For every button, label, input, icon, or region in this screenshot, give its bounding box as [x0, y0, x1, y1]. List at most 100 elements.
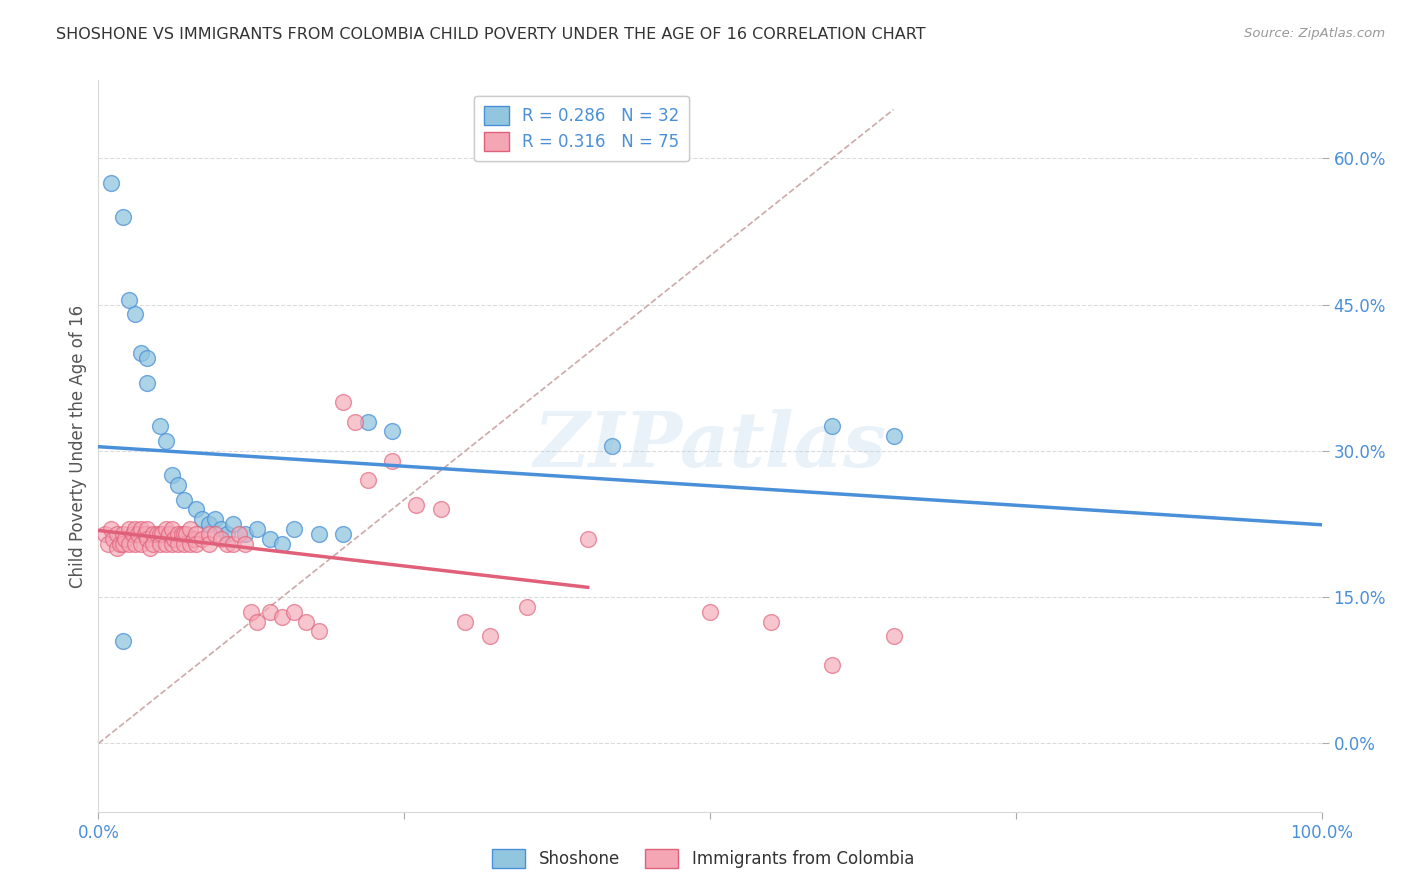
Point	[191, 512, 214, 526]
Point	[173, 492, 195, 507]
Point	[515, 599, 537, 614]
Point	[204, 526, 226, 541]
Point	[204, 512, 226, 526]
Point	[149, 526, 172, 541]
Point	[699, 605, 721, 619]
Point	[308, 624, 330, 639]
Point	[139, 541, 162, 556]
Point	[118, 536, 141, 550]
Point	[170, 526, 193, 541]
Point	[821, 419, 844, 434]
Point	[197, 526, 219, 541]
Point	[381, 453, 404, 467]
Point	[157, 526, 180, 541]
Point	[821, 658, 844, 673]
Point	[118, 522, 141, 536]
Point	[240, 605, 263, 619]
Point	[97, 536, 120, 550]
Point	[118, 293, 141, 307]
Point	[356, 473, 378, 487]
Point	[183, 532, 205, 546]
Point	[160, 468, 183, 483]
Point	[344, 415, 367, 429]
Point	[176, 526, 198, 541]
Point	[129, 522, 152, 536]
Point	[129, 346, 152, 360]
Point	[454, 615, 477, 629]
Point	[124, 536, 146, 550]
Point	[259, 605, 281, 619]
Point	[883, 629, 905, 643]
Point	[173, 526, 195, 541]
Point	[155, 536, 177, 550]
Point	[332, 526, 354, 541]
Point	[186, 502, 208, 516]
Point	[209, 522, 232, 536]
Point	[114, 532, 136, 546]
Point	[129, 536, 152, 550]
Point	[160, 536, 183, 550]
Point	[283, 605, 305, 619]
Text: ZIPatlas: ZIPatlas	[533, 409, 887, 483]
Point	[134, 526, 156, 541]
Point	[100, 522, 122, 536]
Text: SHOSHONE VS IMMIGRANTS FROM COLOMBIA CHILD POVERTY UNDER THE AGE OF 16 CORRELATI: SHOSHONE VS IMMIGRANTS FROM COLOMBIA CHI…	[56, 27, 927, 42]
Point	[883, 429, 905, 443]
Point	[111, 210, 134, 224]
Point	[111, 526, 134, 541]
Point	[283, 522, 305, 536]
Point	[186, 536, 208, 550]
Point	[600, 439, 623, 453]
Point	[142, 536, 165, 550]
Point	[136, 522, 159, 536]
Point	[121, 526, 143, 541]
Point	[93, 526, 115, 541]
Point	[124, 307, 146, 321]
Point	[308, 526, 330, 541]
Point	[149, 419, 172, 434]
Point	[430, 502, 453, 516]
Point	[101, 532, 124, 546]
Legend: Shoshone, Immigrants from Colombia: Shoshone, Immigrants from Colombia	[485, 842, 921, 875]
Point	[270, 536, 294, 550]
Point	[259, 532, 281, 546]
Point	[761, 615, 783, 629]
Point	[222, 536, 245, 550]
Point	[163, 532, 186, 546]
Point	[197, 536, 219, 550]
Point	[110, 536, 132, 550]
Point	[215, 536, 238, 550]
Point	[246, 522, 269, 536]
Point	[136, 532, 159, 546]
Point	[209, 532, 232, 546]
Point	[186, 526, 208, 541]
Point	[576, 532, 599, 546]
Point	[356, 415, 378, 429]
Point	[136, 351, 159, 366]
Point	[233, 536, 256, 550]
Point	[197, 516, 219, 531]
Point	[167, 526, 190, 541]
Point	[270, 609, 294, 624]
Point	[124, 522, 146, 536]
Text: Source: ZipAtlas.com: Source: ZipAtlas.com	[1244, 27, 1385, 40]
Point	[155, 522, 177, 536]
Point	[142, 526, 165, 541]
Point	[233, 526, 256, 541]
Point	[405, 498, 427, 512]
Point	[111, 634, 134, 648]
Point	[167, 536, 190, 550]
Point	[228, 526, 250, 541]
Y-axis label: Child Poverty Under the Age of 16: Child Poverty Under the Age of 16	[69, 304, 87, 588]
Point	[111, 536, 134, 550]
Point	[191, 532, 214, 546]
Point	[215, 526, 238, 541]
Point	[100, 176, 122, 190]
Point	[381, 425, 404, 439]
Point	[150, 526, 173, 541]
Point	[478, 629, 501, 643]
Point	[295, 615, 318, 629]
Point	[167, 478, 190, 492]
Point	[160, 522, 183, 536]
Point	[179, 522, 201, 536]
